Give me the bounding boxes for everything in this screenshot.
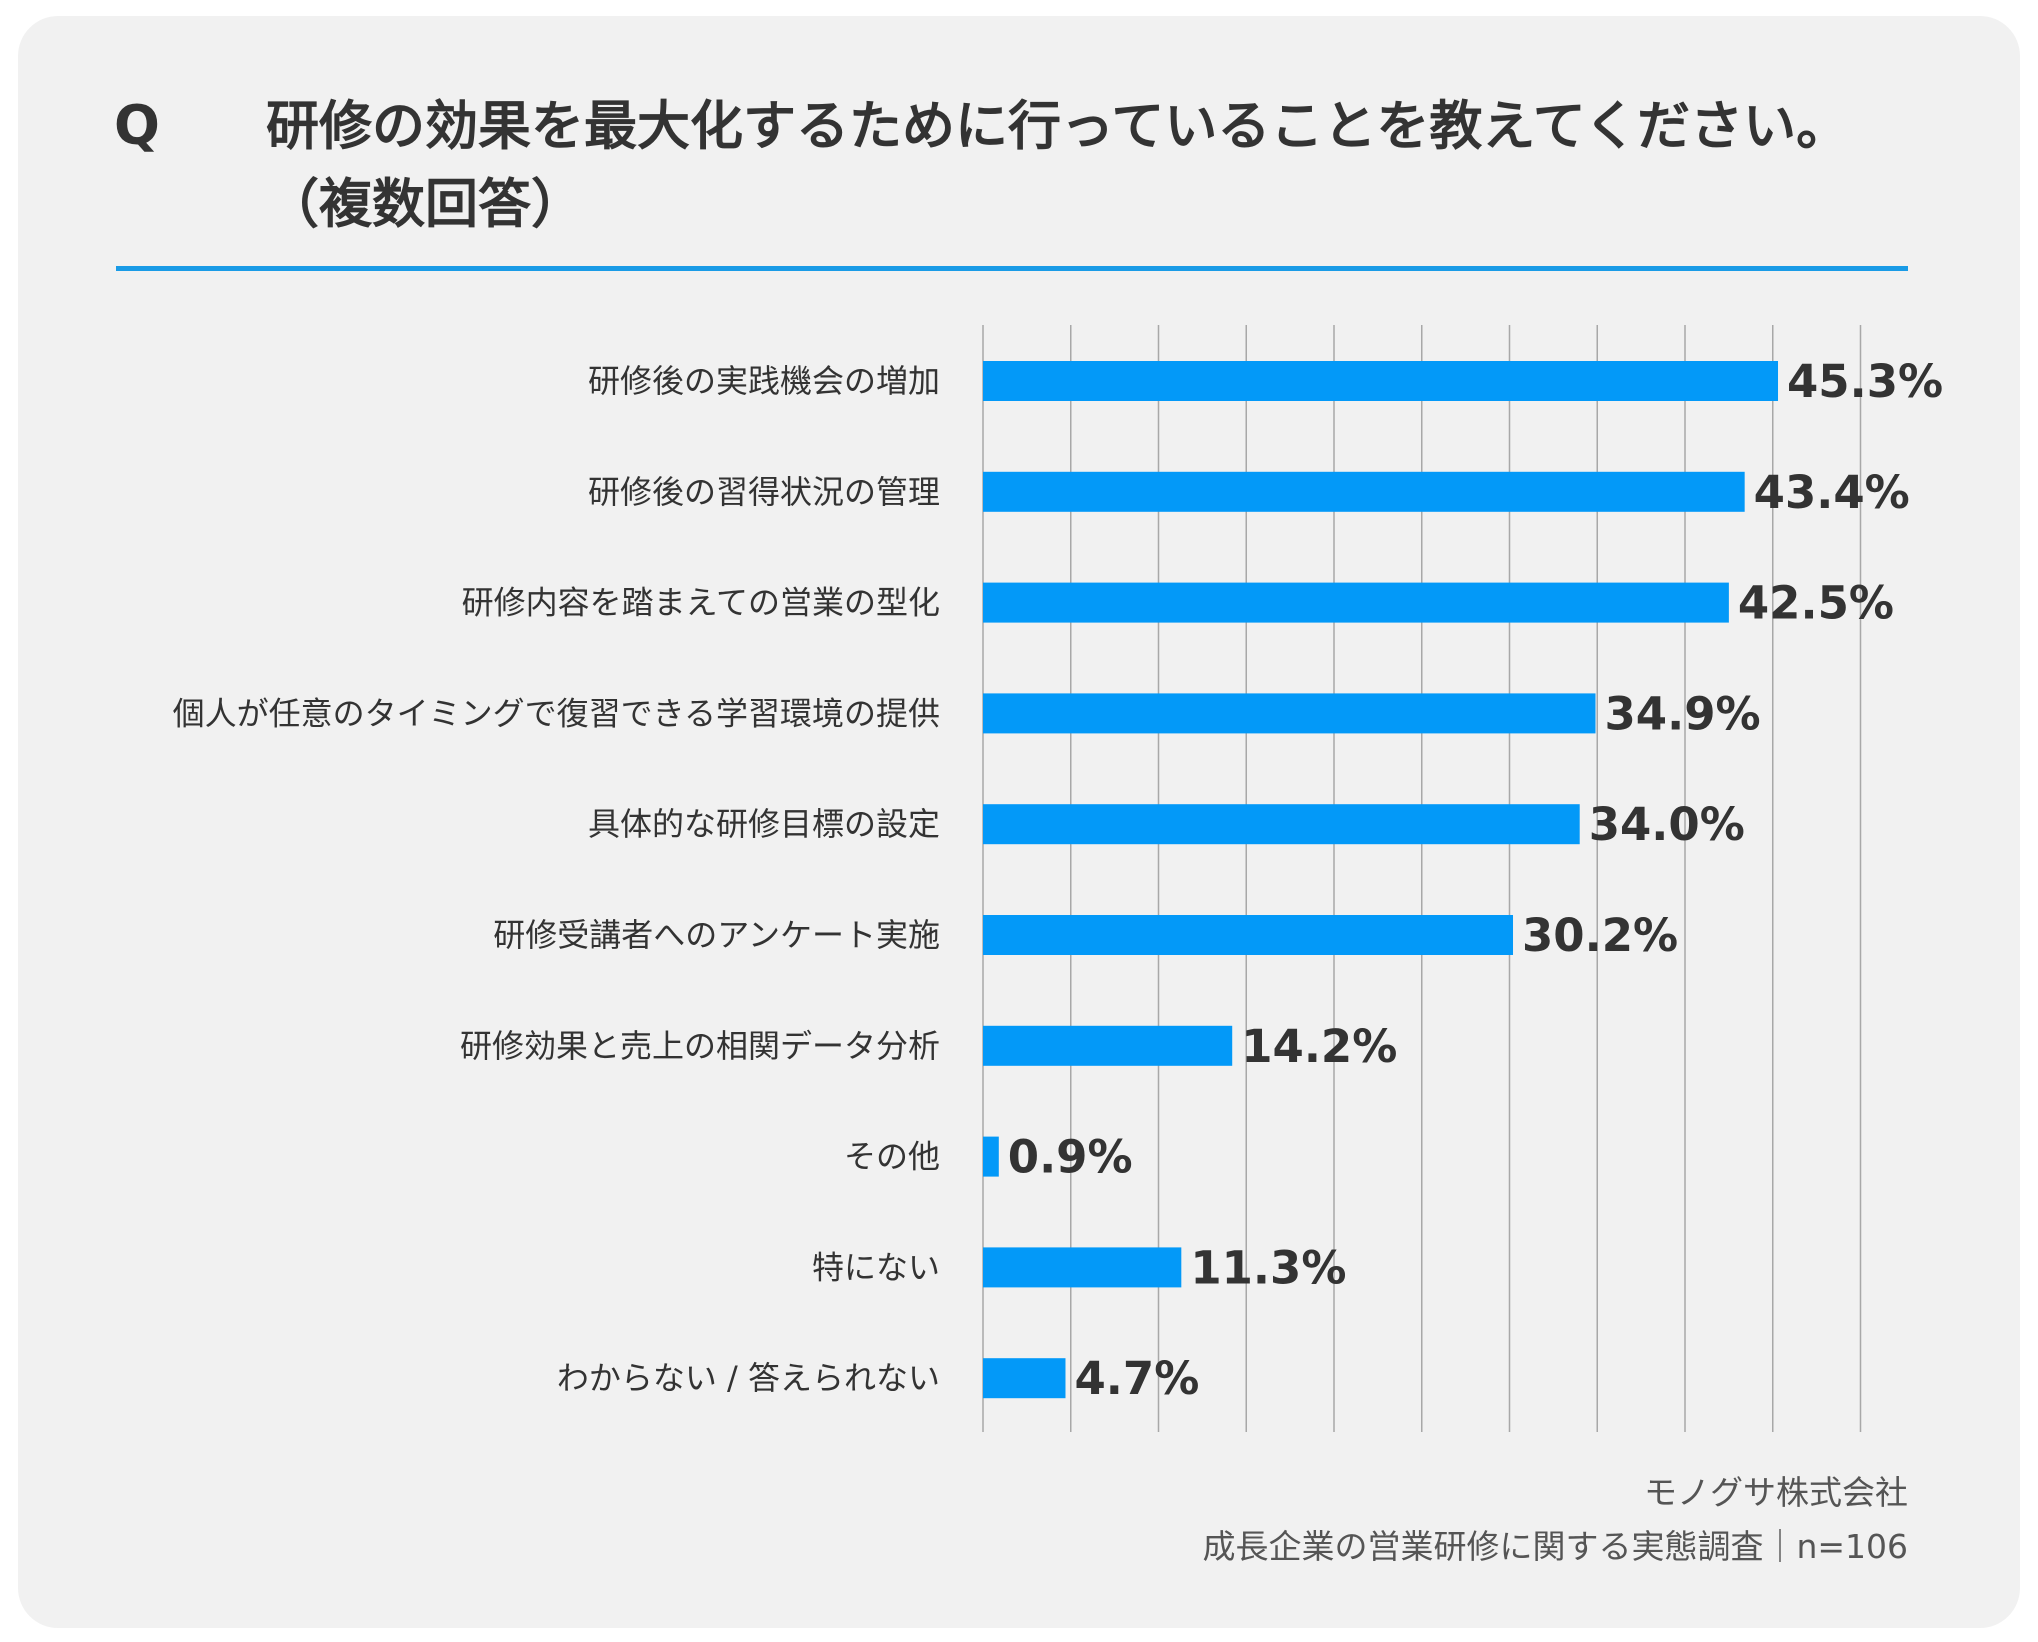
category-label: 具体的な研修目標の設定	[588, 805, 940, 843]
bar	[983, 582, 1729, 623]
footer-company: モノグサ株式会社	[1644, 1473, 1908, 1512]
bar	[983, 1136, 999, 1177]
bar	[983, 915, 1514, 955]
bar	[983, 693, 1596, 734]
value-label: 43.4%	[1754, 466, 1910, 519]
value-label: 0.9%	[1008, 1131, 1133, 1184]
category-label: 特にない	[812, 1248, 940, 1286]
category-label: 研修内容を踏まえての営業の型化	[462, 584, 940, 622]
bar	[983, 1358, 1066, 1399]
bar	[983, 361, 1779, 401]
category-label: 研修後の習得状況の管理	[588, 473, 940, 511]
category-label: 研修効果と売上の相関データ分析	[460, 1027, 940, 1065]
category-label: 研修後の実践機会の増加	[588, 362, 940, 400]
bar	[983, 1247, 1182, 1288]
category-label: わからない / 答えられない	[557, 1359, 940, 1397]
category-label: 研修受講者へのアンケート実施	[493, 916, 940, 954]
value-label: 4.7%	[1074, 1352, 1199, 1405]
value-label: 34.9%	[1604, 687, 1760, 740]
bar	[983, 1025, 1233, 1066]
question-note: （複数回答）	[266, 174, 584, 235]
value-label: 30.2%	[1522, 909, 1678, 962]
question-mark: Q	[114, 94, 160, 157]
question-text: 研修の効果を最大化するために行っていることを教えてください。 （複数回答）	[266, 88, 1916, 244]
bar	[983, 471, 1745, 512]
value-label: 11.3%	[1190, 1241, 1346, 1294]
bar	[983, 804, 1580, 845]
value-label: 45.3%	[1787, 355, 1943, 408]
value-label: 14.2%	[1241, 1020, 1397, 1073]
value-label: 42.5%	[1738, 577, 1894, 630]
footer-survey-info: 成長企業の営業研修に関する実態調査｜n=106	[1202, 1527, 1908, 1566]
category-label: その他	[844, 1138, 940, 1176]
question-title: 研修の効果を最大化するために行っていることを教えてください。	[266, 96, 1850, 157]
title-divider	[116, 266, 1908, 271]
category-label: 個人が任意のタイミングで復習できる学習環境の提供	[173, 694, 940, 732]
value-label: 34.0%	[1589, 798, 1745, 851]
